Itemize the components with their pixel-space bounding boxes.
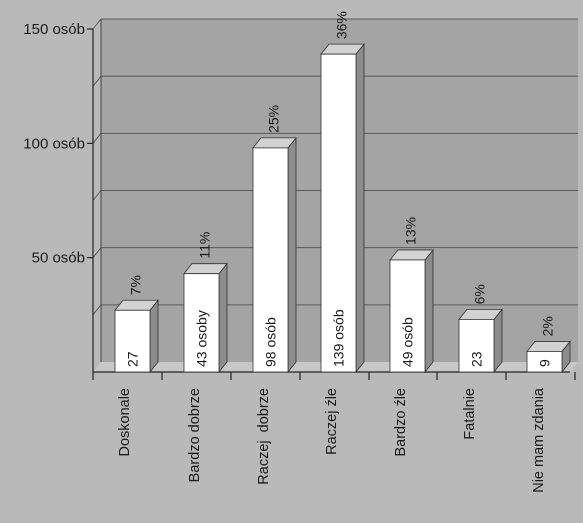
category-label: Bardzo źle [393,388,409,457]
bar-front [320,53,357,373]
y-tick-label: 150 osób [23,21,85,38]
y-tick-label: 50 osób [32,250,85,267]
bar-top [320,43,365,55]
bar [114,299,159,374]
bar-front [458,319,495,373]
bar-front [252,147,289,373]
bar-top [183,263,228,275]
bar-top [458,309,503,320]
bar-percent-label: 6% [472,284,488,304]
bar-front [183,273,220,373]
bar-value-label: 27 [125,351,141,367]
bar [183,262,228,374]
bar-percent-label: 25% [266,105,282,133]
bar-percent-label: 36% [334,11,350,39]
bar-front [114,309,151,373]
bar-front [526,351,563,373]
bar-percent-label: 7% [128,275,144,295]
category-label: Fatalnie [462,388,478,440]
bar-side [218,262,228,374]
grid-line-depth [92,75,102,87]
bar-value-label: 43 osoby [194,310,210,367]
category-label: Bardzo dobrze [187,388,203,482]
bar-side [287,136,297,374]
bars [114,43,571,374]
bar-value-label: 49 osób [400,317,416,367]
bar [320,43,365,374]
grid-line-depth [92,304,102,316]
bar-value-label: 139 osób [331,309,347,367]
bar-value-label: 9 [537,359,553,367]
bar-side [493,308,503,374]
category-label: Raczej dobrze [256,388,272,485]
bar-side [149,299,159,374]
bar-value-label: 23 [469,351,485,367]
category-label: Raczej źle [324,388,340,455]
labels: 50 osób 100 osób 150 osób 27 7% 43 osoby 11% 98… [23,11,555,493]
bar [252,136,297,374]
bar [389,248,434,374]
bar-percent-label: 13% [403,217,419,245]
y-tick-label: 100 osób [23,135,85,152]
bar-top [389,249,434,261]
bar-percent-label: 11% [197,232,213,259]
grid-line-depth [92,190,102,201]
bar-percent-label: 2% [540,316,556,336]
bar [458,308,503,374]
bar-top [526,341,571,352]
bar-side [355,43,365,374]
bar-side [424,248,434,374]
bar [526,340,571,374]
bar-value-label: 98 osób [263,317,279,367]
category-label: Nie mam zdania [531,387,547,493]
bar-front [389,259,426,373]
grid-line-depth [92,18,102,30]
grid-line-depth [92,247,102,258]
grid-line-depth [92,133,102,144]
bar-top [252,137,297,149]
bar-top [114,299,159,311]
category-label: Doskonale [117,388,133,457]
